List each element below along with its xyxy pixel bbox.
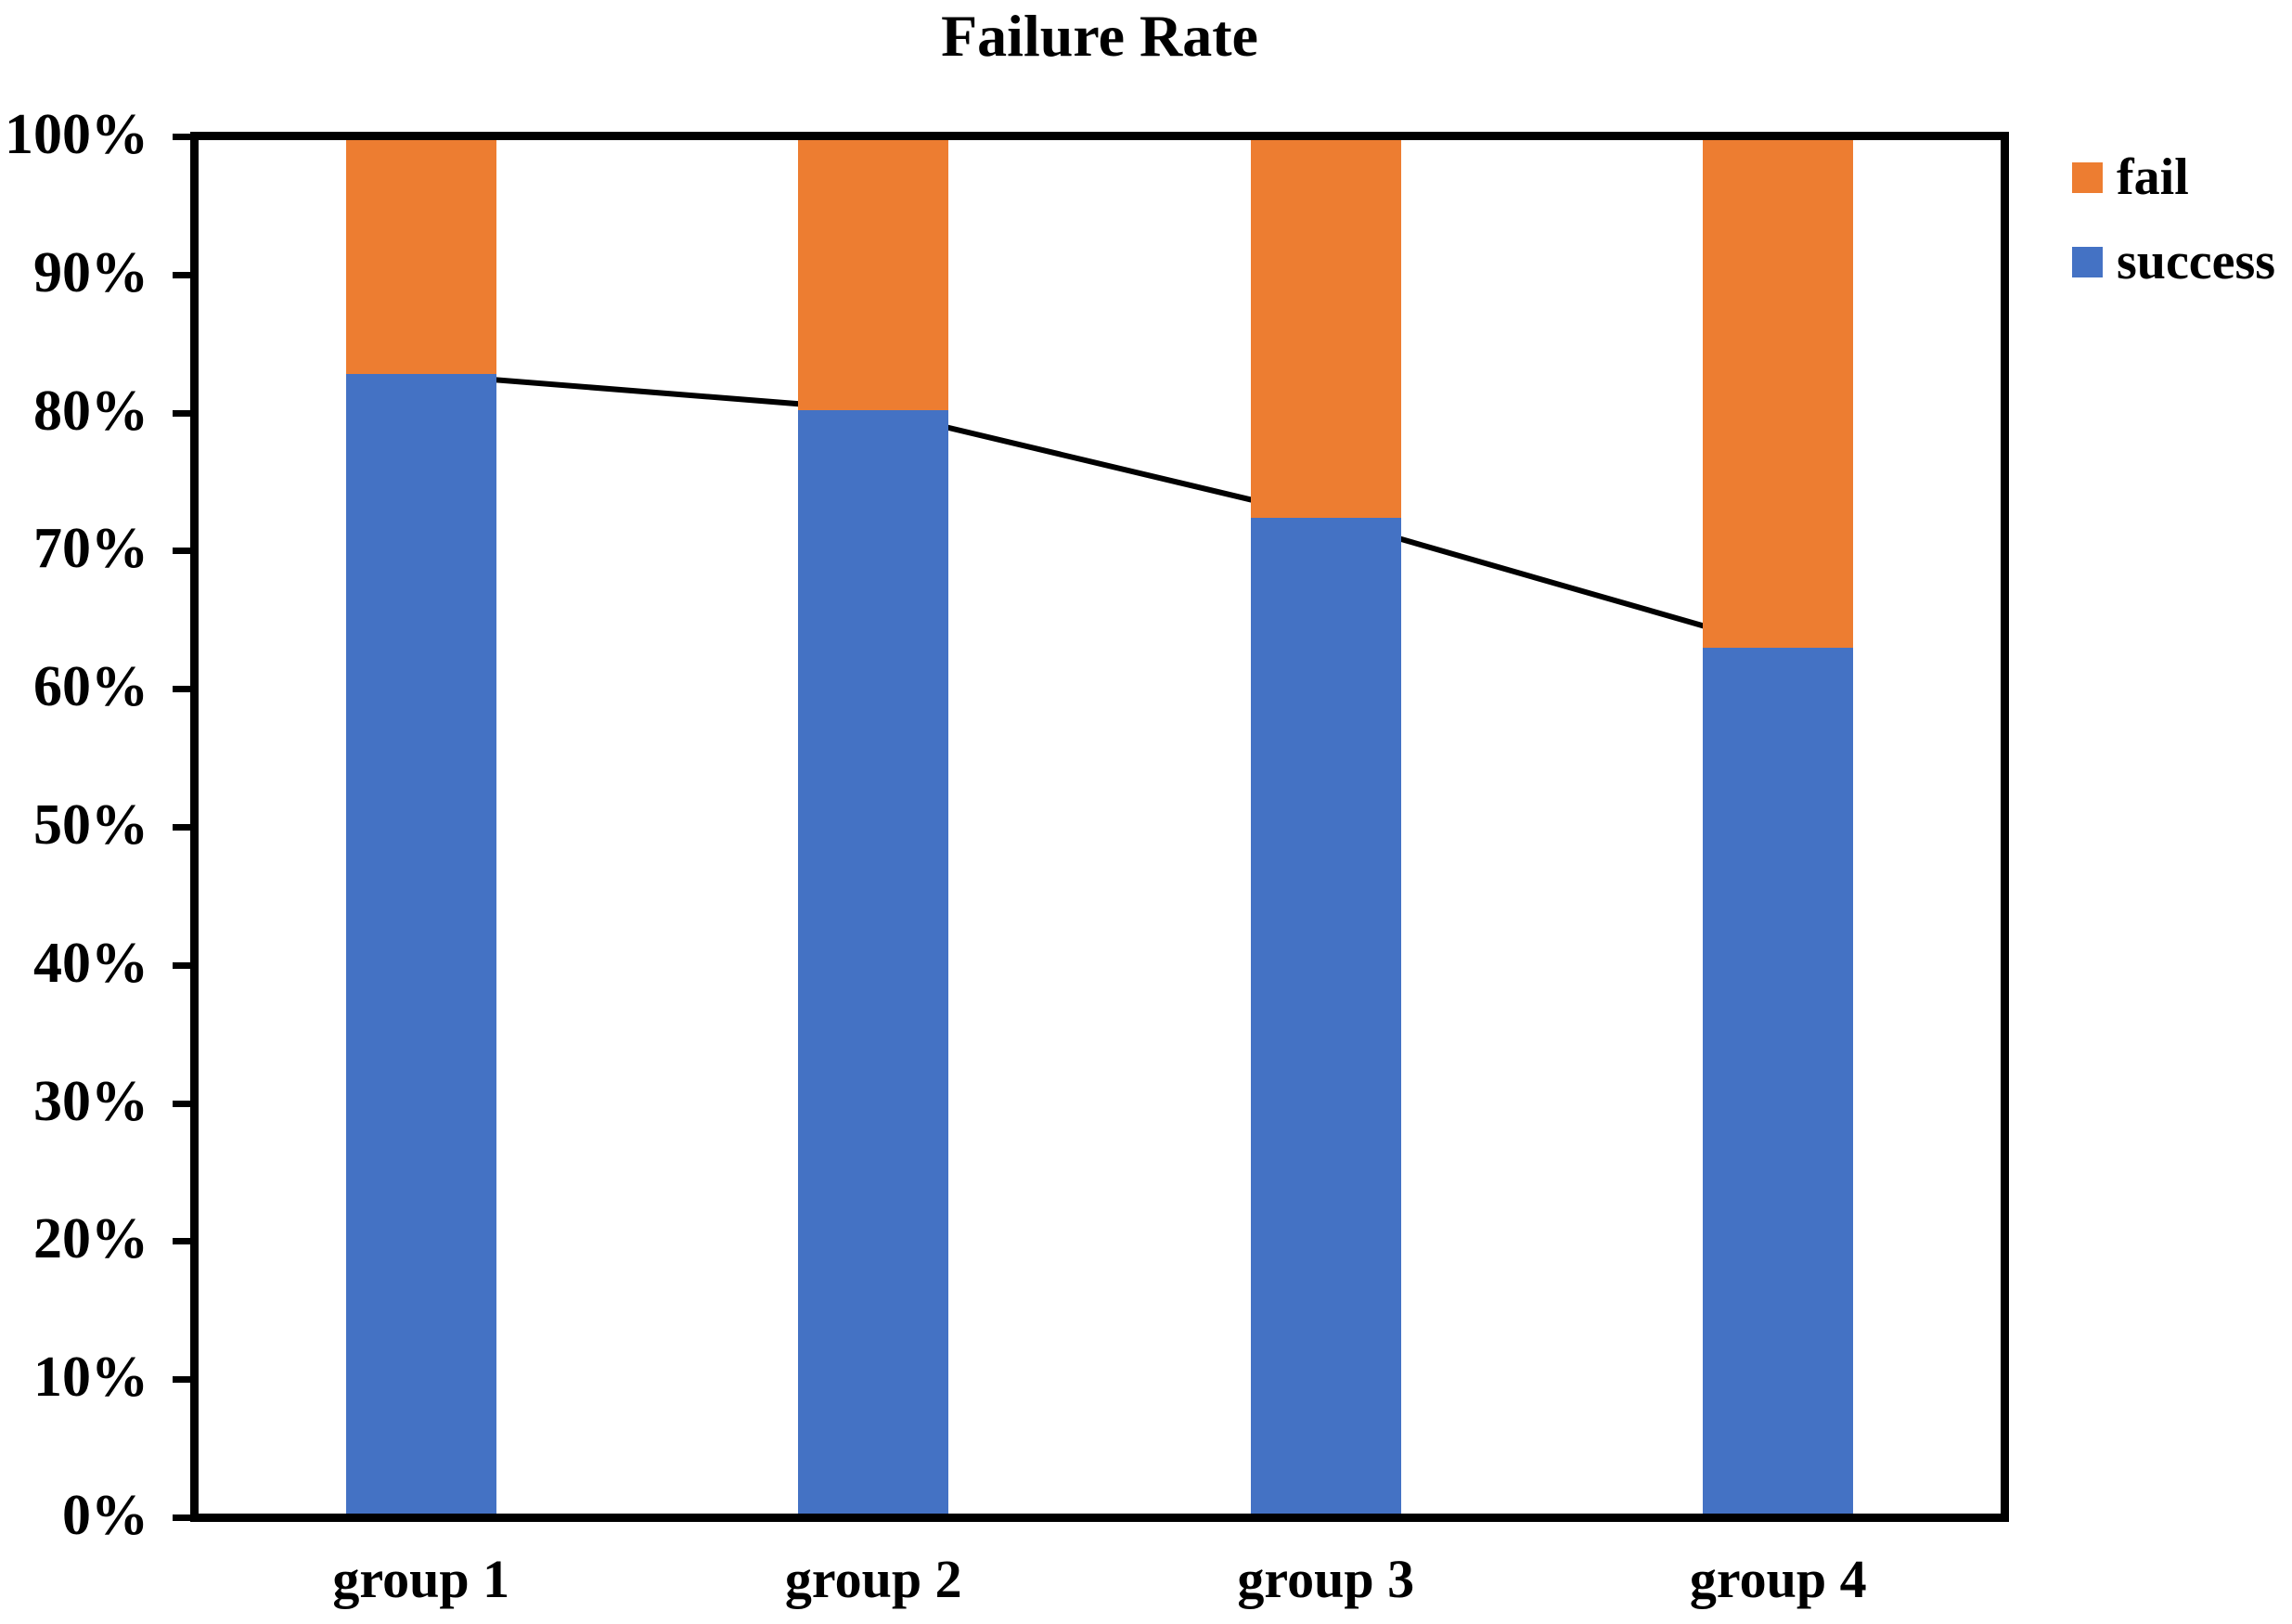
- bar-segment-fail-3: [1250, 136, 1401, 518]
- fail-swatch-icon: [2072, 161, 2103, 193]
- chart-title: Failure Rate: [941, 3, 1258, 69]
- y-tick-mark: [173, 1376, 195, 1384]
- bar-segment-fail-2: [798, 136, 949, 410]
- plot-area: [190, 132, 2009, 1522]
- y-tick-mark: [173, 1514, 195, 1521]
- y-tick-mark: [173, 548, 195, 555]
- trend-line: [420, 370, 1780, 651]
- bar-segment-fail-1: [345, 136, 496, 374]
- y-tick-label: 80%: [33, 379, 148, 443]
- legend: fail success: [2072, 150, 2275, 319]
- y-tick-label: 90%: [33, 240, 148, 304]
- x-category-label: group 3: [1237, 1549, 1415, 1609]
- legend-item-fail: fail: [2072, 150, 2275, 204]
- x-category-label: group 2: [784, 1549, 962, 1609]
- y-tick-mark: [173, 1100, 195, 1107]
- bars-layer: [195, 136, 2004, 1517]
- y-tick-label: 50%: [33, 793, 148, 857]
- y-tick-mark: [173, 961, 195, 969]
- y-tick-label: 40%: [33, 931, 148, 995]
- bar-segment-success-1: [345, 373, 496, 1517]
- legend-label-success: success: [2117, 233, 2276, 290]
- y-tick-label: 0%: [62, 1484, 148, 1548]
- success-swatch-icon: [2072, 246, 2103, 277]
- y-tick-label: 30%: [33, 1069, 148, 1133]
- trend-line-layer: [420, 370, 1780, 651]
- y-tick-label: 20%: [33, 1207, 148, 1271]
- y-tick-mark: [173, 686, 195, 693]
- y-tick-mark: [173, 1238, 195, 1245]
- legend-item-success: success: [2072, 235, 2275, 289]
- x-category-label: group 4: [1689, 1549, 1867, 1609]
- legend-label-fail: fail: [2117, 148, 2189, 206]
- bar-segment-success-3: [1250, 517, 1401, 1517]
- bar-segment-success-4: [1703, 647, 1854, 1517]
- y-tick-label: 70%: [33, 517, 148, 581]
- y-tick-label: 10%: [33, 1346, 148, 1410]
- y-tick-mark: [173, 134, 195, 140]
- x-category-label: group 1: [332, 1549, 510, 1609]
- bar-segment-fail-4: [1703, 136, 1854, 648]
- y-tick-mark: [173, 824, 195, 831]
- bar-segment-success-2: [798, 409, 949, 1517]
- y-tick-label: 60%: [33, 655, 148, 719]
- y-tick-label: 100%: [5, 103, 148, 167]
- y-tick-mark: [173, 271, 195, 278]
- y-tick-mark: [173, 409, 195, 417]
